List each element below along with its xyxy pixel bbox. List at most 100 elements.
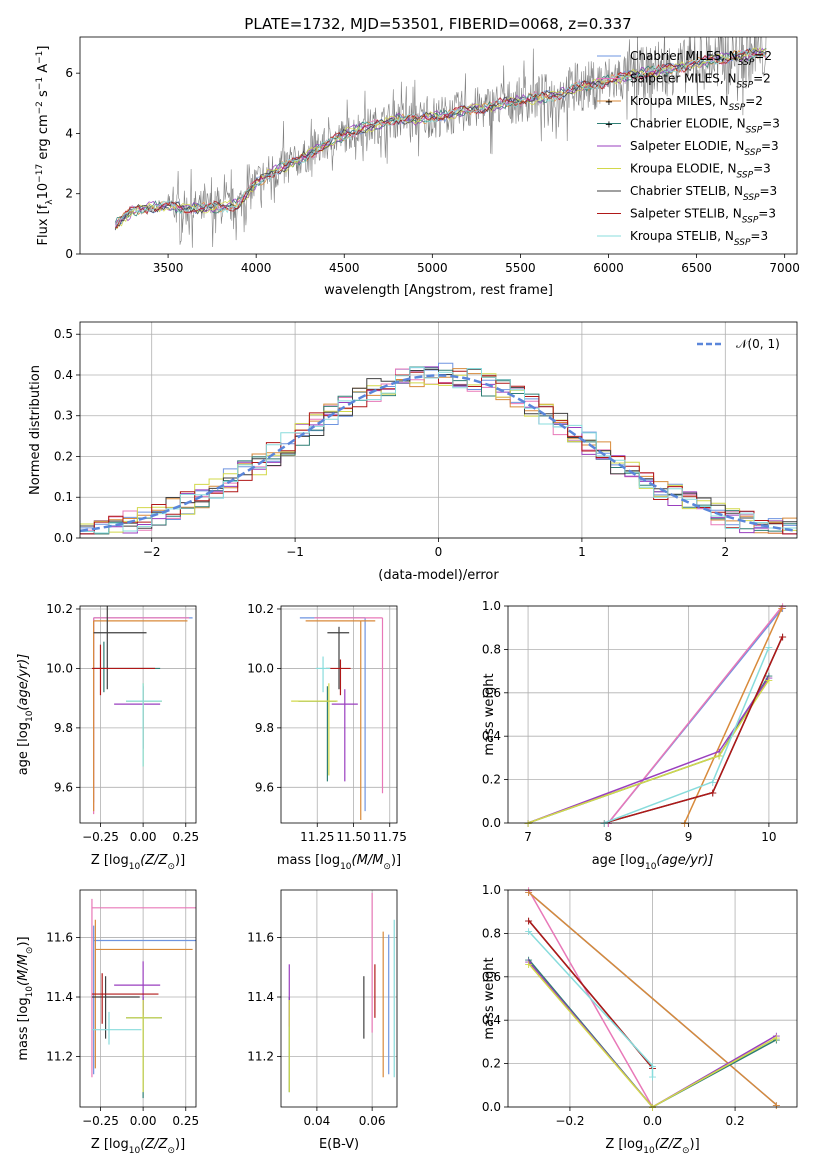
y-tick-label: 0.4 xyxy=(482,729,501,743)
axes-residuals: −2 −1 0 1 2 0.0 0.1 0.2 0.3 0.4 0.5 (data-model)/er… xyxy=(28,321,798,583)
mass-weight-marker: + xyxy=(524,886,533,899)
y-axis-label: mass [log10(M/M⊙)] xyxy=(16,936,35,1060)
grid-age_vs_Z xyxy=(80,606,196,823)
error-cross xyxy=(305,620,376,821)
model-spectrum-line xyxy=(114,47,767,225)
mass-weight-marker: + xyxy=(604,817,613,830)
mass-weight-marker: + xyxy=(524,884,533,897)
y-axis-label: Normed distribution xyxy=(28,365,43,495)
mass-weight-marker: + xyxy=(715,745,724,758)
residual-histogram xyxy=(80,370,797,535)
y-tick-label: 0.5 xyxy=(54,327,73,341)
y-tick-label: 0.8 xyxy=(482,642,501,656)
mass-weight-marker: + xyxy=(764,674,773,687)
x-tick-label: 0.0 xyxy=(643,1114,662,1128)
mass-weight-line xyxy=(683,607,783,823)
axes-age_vs_mass: 11.25 11.50 11.75 9.6 9.8 10.0 10.2 mass [log10… xyxy=(247,602,407,872)
y-tick-label: 4 xyxy=(65,126,73,140)
error-cross xyxy=(91,973,159,1024)
y-tick-label: 11.6 xyxy=(247,931,274,945)
y-tick-label: 10.2 xyxy=(247,602,274,616)
mass-weight-marker: + xyxy=(778,600,787,613)
mass-weight-marker: + xyxy=(523,817,532,830)
x-axis-label: Z [log10(Z/Z⊙)] xyxy=(605,1137,699,1156)
error-cross xyxy=(91,1011,142,1045)
error-cross xyxy=(126,683,162,767)
error-cross xyxy=(114,686,161,749)
mass-weight-marker: + xyxy=(648,1101,657,1114)
mass-weight-marker: + xyxy=(772,1032,781,1045)
mass-weight-line xyxy=(527,679,770,823)
y-tick-label: 10.0 xyxy=(46,661,73,675)
x-tick-label: 7000 xyxy=(769,261,800,275)
x-axis-label: Z [log10(Z/Z⊙)] xyxy=(91,1137,185,1156)
error-cross xyxy=(91,898,196,1078)
legend-entry: Kroupa MILES, NSSP=2 xyxy=(630,94,763,113)
plot-frame xyxy=(79,321,798,539)
mass-weight-marker: + xyxy=(708,776,717,789)
residual-histogram xyxy=(80,373,797,533)
x-tick-label: 0.25 xyxy=(172,830,199,844)
legend-entry: Salpeter STELIB, NSSP=3 xyxy=(630,207,776,226)
x-tick-label: 11.25 xyxy=(300,830,334,844)
error-cross xyxy=(327,626,350,690)
mass-weight-line xyxy=(527,677,770,823)
y-tick-label: 0.3 xyxy=(54,409,73,423)
x-tick-label: 2 xyxy=(721,545,729,559)
x-tick-label: 11.75 xyxy=(373,830,407,844)
grid-mass_vs_ebv xyxy=(281,890,397,1107)
mass-weight-marker: + xyxy=(764,669,773,682)
axes-weight_vs_age: 7 8 9 100.00.20.40.60.81.0+++++++++++++++++… xyxy=(482,599,798,872)
y-tick-label: 0.0 xyxy=(54,531,73,545)
y-tick-label: 9.6 xyxy=(255,780,274,794)
x-tick-label: 7 xyxy=(524,830,532,844)
x-tick-label: −0.25 xyxy=(82,1114,119,1128)
figure-title: PLATE=1732, MJD=53501, FIBERID=0068, z=0… xyxy=(244,15,631,33)
error-cross xyxy=(126,999,162,1093)
legend-entry: Kroupa STELIB, NSSP=3 xyxy=(630,229,768,248)
y-axis-label: mass weight xyxy=(482,673,497,755)
error-cross xyxy=(126,997,162,1099)
grid-weight_vs_age xyxy=(508,605,797,824)
axes-mass_vs_ebv: 0.04 0.06 11.2 11.4 11.6 E(B-V) xyxy=(247,889,398,1152)
y-tick-label: 11.4 xyxy=(46,990,73,1004)
mass-weight-line xyxy=(528,891,777,1106)
y-tick-label: 0.6 xyxy=(482,970,501,984)
y-tick-label: 11.2 xyxy=(46,1049,73,1063)
x-tick-label: 0.06 xyxy=(359,1114,386,1128)
spectrum-legend: Chabrier MILES, NSSP=2 Salpeter MILES, NS… xyxy=(597,49,780,248)
x-tick-label: 8 xyxy=(605,830,613,844)
error-cross xyxy=(299,617,366,812)
error-cross xyxy=(93,641,161,693)
grid-mass_vs_Z xyxy=(80,890,196,1107)
y-tick-label: 0 xyxy=(65,247,73,261)
x-tick-label: 6000 xyxy=(593,261,624,275)
legend-marker: + xyxy=(605,120,613,131)
legend-entry: Kroupa ELODIE, NSSP=3 xyxy=(630,162,771,181)
error-cross xyxy=(291,683,338,776)
y-tick-label: 1.0 xyxy=(482,883,501,897)
mass-weight-marker: + xyxy=(600,817,609,830)
y-tick-label: 0.4 xyxy=(482,1013,501,1027)
error-cross xyxy=(126,683,162,767)
mass-weight-marker: + xyxy=(648,1101,657,1114)
y-tick-label: 9.8 xyxy=(255,721,274,735)
legend-marker: + xyxy=(605,97,613,108)
mass-weight-line xyxy=(528,963,777,1107)
error-cross xyxy=(93,606,147,690)
x-tick-label: 5000 xyxy=(417,261,448,275)
mass-weight-marker: + xyxy=(680,817,689,830)
mass-weight-marker: + xyxy=(772,1034,781,1047)
mass-weight-marker: + xyxy=(772,1099,781,1112)
legend-entry: Chabrier ELODIE, NSSP=3 xyxy=(630,117,780,136)
x-tick-label: −2 xyxy=(143,545,161,559)
mass-weight-marker: + xyxy=(772,1029,781,1042)
y-axis-label: mass weight xyxy=(482,957,497,1039)
y-tick-label: 10.0 xyxy=(247,661,274,675)
mass-weight-line xyxy=(528,930,654,1077)
mass-weight-marker: + xyxy=(715,750,724,763)
error-cross xyxy=(325,659,351,696)
y-tick-label: 9.8 xyxy=(54,721,73,735)
y-tick-label: 10.2 xyxy=(46,602,73,616)
plot-frame xyxy=(79,36,798,255)
